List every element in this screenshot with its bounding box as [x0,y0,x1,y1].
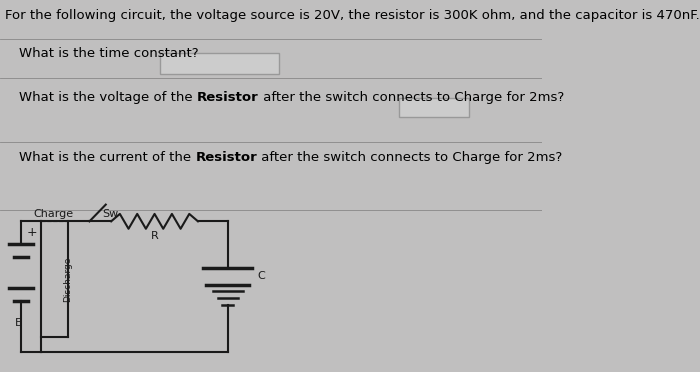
Text: E: E [15,318,22,328]
Text: Resistor: Resistor [195,151,257,164]
Text: +: + [27,226,38,239]
Text: R: R [150,231,158,241]
Text: What is the current of the: What is the current of the [19,151,195,164]
Text: Sw: Sw [102,209,118,219]
Text: Discharge: Discharge [63,256,72,302]
Text: after the switch connects to Charge for 2ms?: after the switch connects to Charge for … [257,151,562,164]
Text: For the following circuit, the voltage source is 20V, the resistor is 300K ohm, : For the following circuit, the voltage s… [6,9,700,22]
Text: Resistor: Resistor [197,91,258,104]
Text: What is the time constant?: What is the time constant? [19,46,199,60]
Text: Charge: Charge [34,209,74,219]
FancyBboxPatch shape [398,98,469,117]
Text: What is the voltage of the: What is the voltage of the [19,91,197,104]
Text: after the switch connects to Charge for 2ms?: after the switch connects to Charge for … [258,91,564,104]
FancyBboxPatch shape [160,53,279,74]
Text: C: C [258,271,265,281]
